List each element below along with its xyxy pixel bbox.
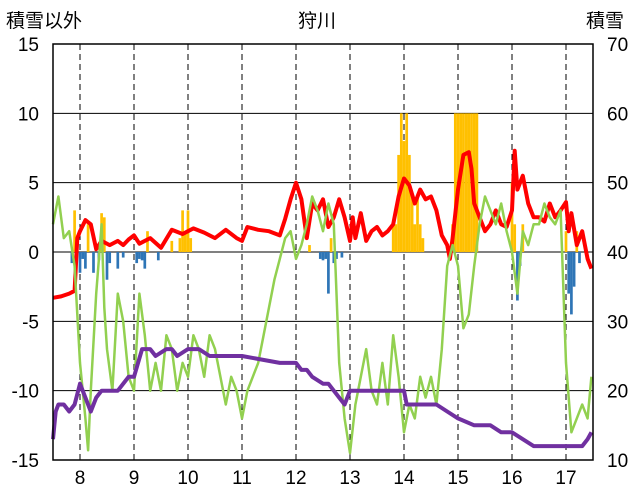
x-tick-label: 8 [75, 468, 86, 489]
y-tick-label-left: -15 [12, 451, 39, 472]
precip-bar [453, 113, 457, 252]
precip-bar [108, 252, 112, 264]
x-tick-label: 16 [501, 468, 522, 489]
precip-bar [183, 231, 187, 252]
precip-bar [391, 224, 395, 252]
x-tick-label: 13 [339, 468, 360, 489]
precip-bar [81, 252, 85, 259]
precip-bar [572, 252, 576, 287]
precip-bar [408, 154, 411, 252]
y-tick-label-left: 5 [28, 174, 39, 195]
precip-bar [332, 252, 336, 264]
precip-bar [464, 113, 468, 252]
precip-bar [70, 252, 74, 264]
precip-bar [170, 240, 174, 252]
precip-bar [321, 252, 325, 261]
y-tick-label-left: -5 [22, 312, 39, 333]
series-line-snow_depth [51, 347, 594, 449]
precip-bar [510, 182, 514, 252]
precip-bar [394, 224, 398, 252]
precip-bar [402, 141, 406, 252]
precip-bar [92, 252, 95, 273]
precip-bar [475, 113, 479, 252]
x-tick-label: 14 [393, 468, 415, 489]
x-tick-label: 9 [129, 468, 140, 489]
y-tick-label-right: 70 [607, 35, 628, 56]
precip-bar [86, 224, 90, 252]
precip-bar [181, 210, 184, 252]
x-tick-label: 17 [555, 468, 576, 489]
precip-bar [410, 196, 414, 252]
y-tick-label-right: 50 [607, 174, 628, 195]
precip-bar [156, 252, 160, 261]
precip-bar [329, 238, 333, 252]
right-axis-label: 積雪 [586, 11, 625, 32]
y-tick-label-right: 30 [607, 312, 628, 333]
precip-bar [102, 217, 106, 252]
precip-bar [516, 252, 519, 301]
precip-bar [116, 252, 120, 269]
x-tick-label: 10 [177, 468, 198, 489]
precip-bar [570, 252, 573, 315]
y-tick-label-left: 15 [18, 35, 39, 56]
x-tick-label: 12 [285, 468, 306, 489]
precip-bar [178, 238, 182, 252]
precip-bar [78, 252, 82, 273]
precip-bar [421, 238, 425, 252]
precip-bar [135, 252, 139, 264]
x-tick-label: 15 [447, 468, 468, 489]
precip-bar [138, 252, 141, 259]
precip-bar [416, 196, 419, 252]
precip-bar [105, 252, 109, 280]
precip-bar [73, 210, 76, 252]
plot-border [52, 43, 594, 461]
chart-title: 狩川 [298, 11, 337, 32]
precip-bar [140, 252, 144, 261]
y-tick-label-left: 0 [28, 243, 39, 264]
y-tick-label-right: 60 [607, 104, 628, 125]
precip-bar [578, 252, 581, 264]
precip-bar [340, 252, 344, 258]
y-tick-label-right: 40 [607, 243, 628, 264]
precip-bar [335, 252, 338, 259]
precip-bar [564, 231, 568, 252]
x-tick-label: 11 [232, 468, 252, 489]
precip-bar [121, 252, 125, 258]
precip-bar [513, 224, 517, 252]
precip-bar [567, 252, 571, 294]
series-line-temp_min [51, 195, 593, 455]
precip-bar [467, 113, 471, 252]
precip-bar [462, 113, 465, 252]
series-line-temp_max [52, 148, 594, 300]
y-tick-label-right: 10 [607, 451, 628, 472]
precip-bar [324, 252, 328, 259]
precip-bar [413, 224, 417, 252]
precip-bar [327, 252, 330, 294]
y-tick-label-left: -10 [12, 382, 39, 403]
precip-bar [189, 238, 193, 252]
left-axis-label: 積雪以外 [6, 11, 83, 32]
precip-bar [84, 252, 87, 269]
precip-bar [143, 252, 147, 269]
y-tick-label-left: 10 [18, 104, 39, 125]
precip-bar [418, 224, 422, 252]
precip-bar [308, 245, 311, 252]
precip-bar [318, 252, 322, 259]
y-tick-label-right: 20 [607, 382, 628, 403]
